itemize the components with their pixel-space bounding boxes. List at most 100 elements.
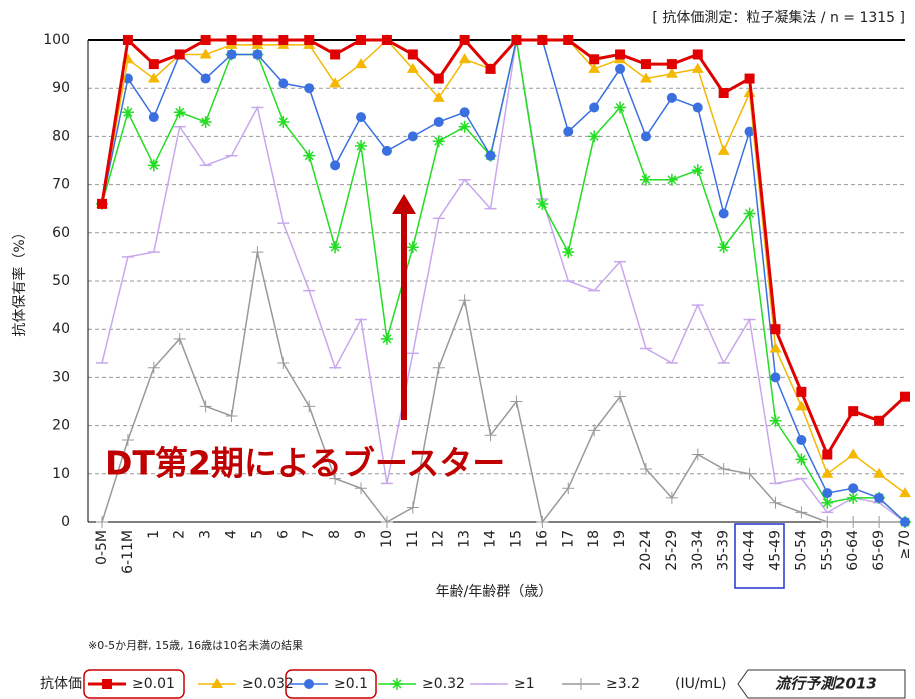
highlight-box [734, 523, 785, 589]
legend-marker [102, 679, 112, 689]
x-tick-label: 13 [457, 530, 473, 548]
y-tick-label: 30 [52, 369, 70, 385]
point [251, 246, 264, 259]
x-tick-label: 20-24 [638, 530, 654, 571]
legend-title: 抗体価 [40, 676, 82, 692]
y-tick-label: 0 [61, 514, 70, 530]
legend-label: ≥0.01 [132, 676, 175, 692]
point [769, 496, 782, 509]
point [304, 83, 315, 94]
x-tick-label: 14 [483, 530, 499, 548]
point [718, 88, 729, 99]
series-line [101, 251, 905, 524]
point [173, 332, 186, 345]
point [743, 207, 756, 220]
x-tick-label: 12 [431, 530, 447, 548]
x-tick-label: 7 [301, 530, 317, 539]
arrow-head [392, 194, 416, 214]
point [691, 62, 704, 73]
point [173, 106, 186, 119]
point [769, 414, 782, 427]
point [303, 400, 316, 413]
point [900, 517, 910, 527]
point [303, 149, 316, 162]
point [252, 49, 263, 60]
y-tick-label: 20 [52, 418, 70, 434]
point [821, 516, 834, 528]
x-tick-label: 6 [275, 530, 291, 539]
point [666, 59, 677, 70]
badge: 流行予測2013 [775, 675, 877, 693]
point [717, 462, 730, 475]
legend-label: ≥3.2 [606, 676, 640, 692]
annotation: DT第2期によるブースター [105, 444, 505, 483]
point [562, 482, 575, 495]
x-tick-label: ≥70 [897, 530, 913, 560]
point [848, 483, 859, 494]
point [407, 131, 418, 142]
point [459, 107, 470, 118]
legend-label: ≥0.1 [334, 676, 368, 692]
point [900, 391, 910, 402]
point [329, 472, 342, 485]
point [848, 406, 859, 417]
point [692, 102, 703, 113]
point [873, 467, 886, 478]
x-tick-label: 16 [534, 530, 550, 548]
y-tick-label: 60 [52, 225, 70, 241]
point [148, 59, 159, 70]
point [432, 91, 445, 102]
legend-marker [304, 679, 314, 689]
note-top: [ 抗体価測定：粒子凝集法 / n = 1315 ] [652, 9, 905, 26]
point [433, 116, 444, 127]
y-tick-label: 50 [52, 273, 70, 289]
point [406, 241, 419, 254]
point [432, 361, 445, 374]
point [744, 73, 755, 84]
point [225, 409, 238, 422]
point [459, 35, 470, 45]
point [795, 400, 808, 411]
x-tick-label: 3 [198, 530, 214, 539]
x-tick-label: 60-64 [845, 530, 861, 571]
point [200, 73, 211, 84]
point [589, 102, 600, 113]
point [199, 115, 212, 128]
legend-marker [575, 678, 587, 690]
point [433, 73, 444, 84]
point [795, 506, 808, 519]
point [796, 435, 807, 446]
point [640, 131, 651, 142]
point [304, 35, 315, 45]
x-tick-label: 18 [586, 530, 602, 548]
point [380, 516, 393, 528]
point [511, 35, 522, 45]
point [563, 126, 574, 137]
point [692, 49, 703, 60]
point [821, 496, 834, 509]
legend-unit: (IU/mL) [675, 676, 726, 692]
point [665, 491, 678, 504]
point [355, 140, 368, 153]
point [226, 35, 237, 45]
x-tick-label: 9 [353, 530, 369, 539]
point [485, 63, 496, 74]
point [355, 482, 368, 495]
point [847, 516, 860, 528]
legend-highlight [83, 669, 185, 699]
point [330, 49, 341, 60]
point [796, 386, 807, 397]
point [381, 145, 392, 156]
point [562, 246, 575, 259]
point [148, 112, 159, 123]
point [717, 144, 730, 155]
x-axis-label: 年齢/年齢群（歳） [436, 584, 553, 600]
point [588, 424, 601, 437]
legend-label: ≥0.032 [242, 676, 294, 692]
x-tick-label: 0-5M [94, 530, 110, 565]
point [277, 356, 290, 369]
point [589, 54, 600, 65]
point [536, 516, 549, 528]
legend-label: ≥0.32 [422, 676, 465, 692]
